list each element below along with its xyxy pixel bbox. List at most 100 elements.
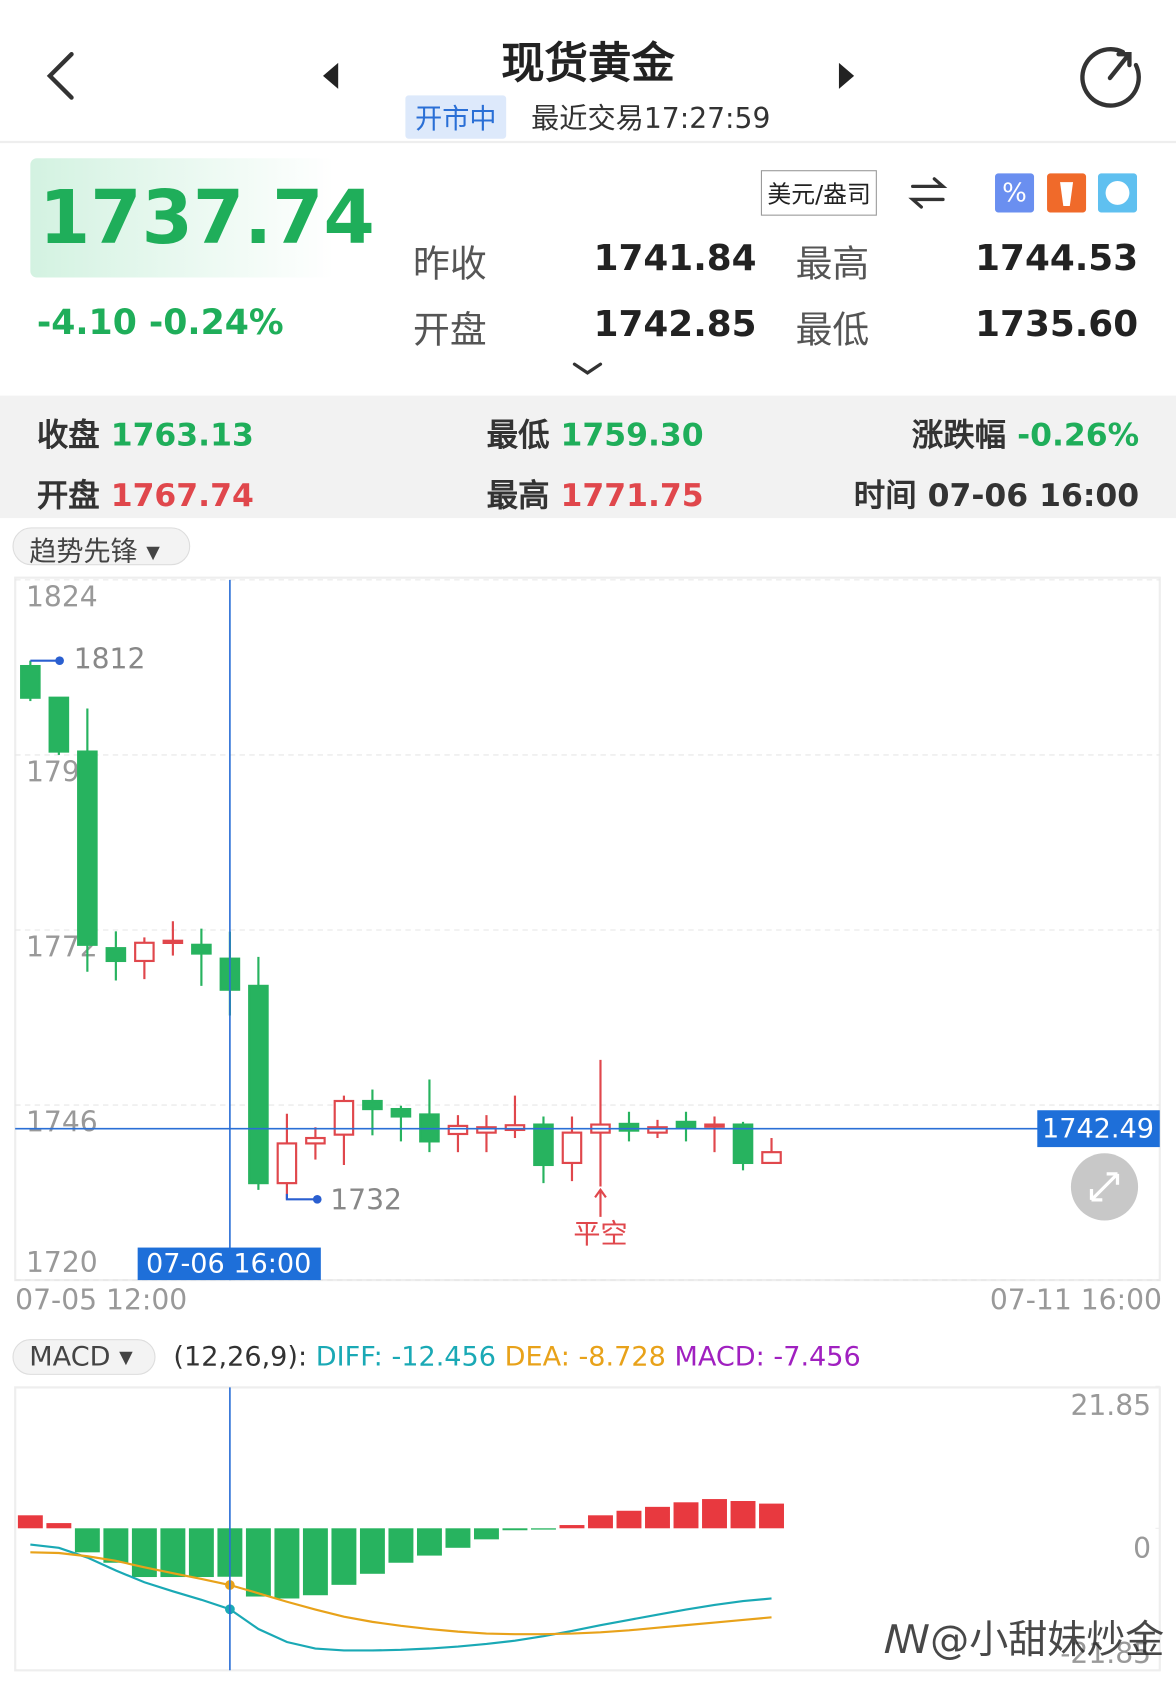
macd-bar (673, 1502, 699, 1529)
percent-icon[interactable] (995, 173, 1035, 213)
candle-body (447, 1124, 469, 1136)
last-price-box (1037, 1110, 1160, 1148)
candle-body (305, 1136, 326, 1145)
annotation-arrow (594, 1187, 607, 1217)
refresh-arrow (1107, 52, 1132, 81)
macd-bar (416, 1528, 442, 1556)
open-label: 开盘 (412, 308, 487, 353)
info-time: 时间 07-06 16:00 (854, 470, 1139, 516)
low: 1735.60 (975, 302, 1139, 345)
expand-chevron[interactable] (572, 362, 603, 375)
indicator-text: MACD (29, 1340, 111, 1373)
info-bar (0, 395, 1176, 519)
candle-body (20, 664, 41, 699)
back-icon[interactable] (46, 52, 74, 100)
prev-icon[interactable] (323, 62, 339, 89)
last-trade: 最近交易17:27:59 (531, 102, 771, 136)
candle-body (647, 1126, 668, 1134)
candle-body (704, 1123, 725, 1128)
macd-bar (74, 1528, 100, 1553)
change-value: -4.10 (36, 301, 137, 343)
percent-glyph: % (1002, 179, 1027, 209)
icons (46, 47, 1141, 375)
candle-body (162, 939, 184, 945)
value: -0.26% (1017, 416, 1140, 454)
label: DEA: (504, 1340, 570, 1373)
low-label: 最低 (795, 308, 870, 353)
indicator-text: 趋势先锋 (29, 535, 138, 567)
low-marker-label: 1732 (330, 1183, 402, 1216)
price-chart-frame (14, 576, 1161, 1282)
macd-bar (702, 1499, 727, 1529)
prev-close-label: 昨收 (412, 242, 487, 287)
macd-bar (559, 1525, 585, 1529)
macd-bar (274, 1528, 300, 1599)
value: 1771.75 (560, 476, 704, 514)
info-open: 开盘 1767.74 (37, 470, 254, 516)
label: 时间 (853, 476, 917, 514)
next-icon[interactable] (838, 62, 855, 89)
y-tick-label: 21.85 (1070, 1389, 1151, 1422)
y-tick-label: 1720 (26, 1246, 98, 1279)
info-close: 收盘 1763.13 (37, 410, 254, 456)
macd-indicator[interactable]: MACD ▾ (29, 1340, 133, 1373)
macd-bar (502, 1528, 528, 1531)
candle-body (333, 1099, 355, 1136)
macd-bar (160, 1528, 186, 1578)
macd-bar (359, 1528, 385, 1574)
candle-body (362, 1099, 383, 1111)
macd-bar (388, 1528, 414, 1563)
macd-legend: (12,26,9): DIFF: -12.456 DEA: -8.728 MAC… (173, 1341, 860, 1372)
tower-glyph (1060, 182, 1074, 206)
value: -12.456 (391, 1340, 497, 1373)
price-box (30, 158, 334, 278)
macd-bar (730, 1501, 756, 1529)
swap-icon[interactable] (908, 177, 948, 209)
low-marker (285, 1193, 318, 1201)
info-change: 涨跌幅 -0.26% (912, 410, 1139, 456)
label: 开盘 (36, 476, 100, 514)
diff-legend: DIFF: -12.456 (316, 1341, 496, 1372)
candle-body (561, 1131, 583, 1165)
candle-body (476, 1126, 497, 1134)
y-tick-label: 0 (1133, 1532, 1151, 1565)
high: 1744.53 (975, 236, 1139, 279)
macd-bar (245, 1528, 271, 1597)
candle-body (618, 1122, 640, 1132)
label: DIFF: (315, 1340, 383, 1373)
params: (12,26,9): (173, 1340, 308, 1373)
macd-bar (616, 1510, 642, 1529)
market-status: 开市中 (405, 95, 507, 139)
prev-close: 1741.84 (593, 236, 757, 279)
unit-select[interactable]: 美元/盎司 (760, 170, 878, 216)
pie-glyph (1105, 181, 1130, 205)
high-label: 最高 (795, 242, 870, 287)
macd-bar (331, 1528, 357, 1585)
macd-legend-item: MACD: -7.456 (674, 1341, 860, 1372)
macd-bar (645, 1506, 670, 1529)
macd-bar (103, 1528, 129, 1563)
diff-line (30, 1543, 772, 1652)
crosshair-box (137, 1247, 321, 1281)
crosshair-label: 07-06 16:00 (146, 1248, 311, 1279)
candle-body (276, 1142, 298, 1185)
macd-bar (188, 1528, 214, 1578)
x-end: 07-11 16:00 (989, 1284, 1162, 1317)
high-marker-label: 1812 (74, 643, 146, 676)
indicator-name[interactable]: 趋势先锋 ▾ (29, 535, 160, 567)
label: 涨跌幅 (911, 416, 1007, 454)
value: 1759.30 (560, 416, 704, 454)
fullscreen-glyph (1089, 1172, 1120, 1202)
high-marker-dot (55, 656, 64, 666)
macd-pill[interactable] (12, 1339, 156, 1375)
candle-body (248, 984, 269, 1185)
candle-body (105, 947, 127, 963)
info-low: 最低 1759.30 (487, 410, 704, 456)
change: -4.10 -0.24% (37, 301, 284, 342)
indicator-pill[interactable] (12, 527, 191, 566)
macd-bar (445, 1528, 471, 1548)
refresh-icon[interactable] (1080, 47, 1141, 108)
last-price-label: 1742.49 (1042, 1113, 1154, 1144)
macd-bar (588, 1515, 613, 1529)
